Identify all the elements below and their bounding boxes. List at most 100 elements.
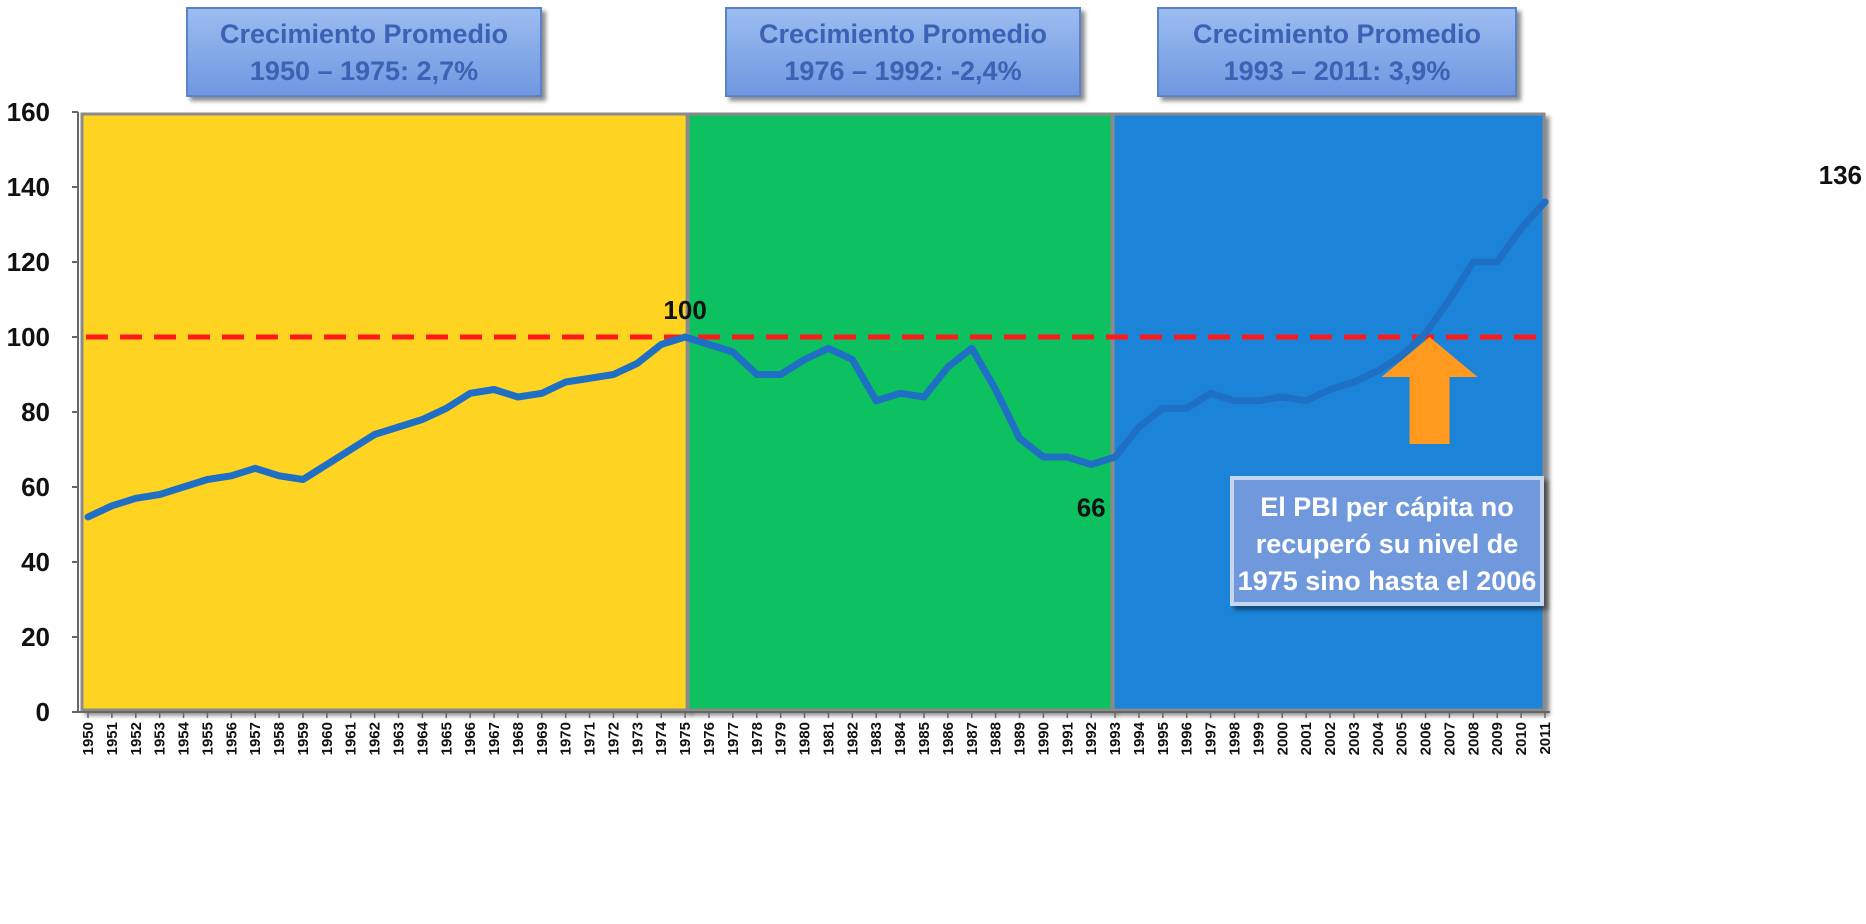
data-point <box>755 373 759 376</box>
x-tick-label: 1980 <box>797 722 814 755</box>
data-point <box>1376 369 1380 373</box>
data-point <box>134 496 138 500</box>
period-header-title: Crecimiento Promedio <box>759 19 1047 49</box>
data-point <box>110 504 114 508</box>
data-point <box>492 388 496 391</box>
data-point <box>659 343 663 346</box>
y-tick-label: 20 <box>21 622 50 652</box>
period-header-title: Crecimiento Promedio <box>1193 19 1481 49</box>
data-point <box>373 433 377 436</box>
x-tick-label: 1973 <box>629 722 646 755</box>
data-point <box>588 376 592 380</box>
data-point <box>850 358 854 361</box>
x-tick-label: 1981 <box>820 722 837 755</box>
x-tick-label: 1963 <box>391 722 408 755</box>
period-band-3 <box>1111 112 1546 712</box>
y-tick-label: 60 <box>21 472 50 502</box>
data-point <box>349 448 353 451</box>
data-point <box>301 478 305 481</box>
data-point <box>1400 354 1404 358</box>
data-point <box>564 380 568 384</box>
x-tick-label: 1962 <box>367 722 384 755</box>
data-point <box>731 350 735 354</box>
y-tick-label: 0 <box>36 697 50 727</box>
x-tick-label: 1984 <box>892 721 909 755</box>
data-point <box>325 463 329 466</box>
x-tick-label: 2003 <box>1346 722 1363 755</box>
data-point <box>874 399 878 403</box>
x-tick-label: 1959 <box>295 722 312 755</box>
period-header-box-2 <box>725 7 1081 97</box>
x-tick-label: 1991 <box>1059 722 1076 755</box>
x-tick-label: 1955 <box>199 722 216 755</box>
data-point <box>182 485 186 489</box>
data-point <box>1185 406 1189 410</box>
x-tick-label: 1960 <box>319 722 336 755</box>
data-point <box>1304 399 1308 403</box>
data-point <box>1471 260 1475 264</box>
y-tick-label: 120 <box>7 247 50 277</box>
x-tick-label: 1964 <box>414 721 431 755</box>
up-arrow-icon <box>1381 337 1478 444</box>
data-point <box>420 418 424 421</box>
x-tick-label: 1988 <box>988 722 1005 755</box>
data-point <box>468 391 472 395</box>
x-tick-label: 1994 <box>1131 721 1148 755</box>
data-point <box>540 391 544 395</box>
x-tick-label: 1989 <box>1012 722 1029 755</box>
period-header-box-1 <box>186 7 542 97</box>
data-point <box>1018 436 1022 440</box>
x-tick-label: 1952 <box>128 722 145 755</box>
data-point <box>826 346 830 350</box>
x-tick-label: 1982 <box>844 722 861 755</box>
data-point <box>1161 406 1165 410</box>
data-point <box>922 395 926 399</box>
data-point <box>1352 380 1356 384</box>
data-point <box>86 515 90 519</box>
x-tick-label: 1999 <box>1250 722 1267 755</box>
x-tick-label: 2004 <box>1370 721 1387 755</box>
x-tick-label: 1976 <box>701 722 718 755</box>
period-header-box-3 <box>1157 7 1517 97</box>
data-point <box>1209 391 1213 395</box>
x-tick-label: 2011 <box>1537 722 1554 755</box>
x-tick-label: 1996 <box>1179 722 1196 755</box>
annotation-text-line: recuperó su nivel de <box>1256 529 1519 559</box>
data-point <box>1424 331 1428 335</box>
x-tick-label: 2000 <box>1274 722 1291 755</box>
x-tick-label: 1967 <box>486 722 503 755</box>
x-tick-label: 1972 <box>605 722 622 755</box>
data-point <box>444 406 448 410</box>
y-tick-label: 160 <box>7 97 50 127</box>
x-tick-label: 2009 <box>1489 722 1506 755</box>
x-tick-label: 2008 <box>1465 722 1482 755</box>
data-point <box>707 343 711 346</box>
data-point <box>1447 298 1451 301</box>
x-tick-label: 1958 <box>271 722 288 755</box>
x-tick-label: 1950 <box>80 722 97 755</box>
x-tick-label: 1974 <box>653 721 670 755</box>
x-tick-label: 1990 <box>1035 722 1052 755</box>
x-tick-label: 2010 <box>1513 722 1530 755</box>
data-label: 66 <box>1077 493 1106 523</box>
x-tick-label: 1961 <box>343 722 360 755</box>
x-tick-label: 1966 <box>462 722 479 755</box>
data-point <box>1519 226 1523 230</box>
data-point <box>946 365 950 369</box>
x-tick-label: 1983 <box>868 722 885 755</box>
data-point <box>803 358 807 361</box>
period-header-rate: 1950 – 1975: 2,7% <box>250 56 478 86</box>
data-point <box>1256 399 1260 403</box>
data-point <box>1232 399 1236 403</box>
data-point <box>158 493 162 496</box>
x-tick-label: 1951 <box>104 722 121 755</box>
data-point <box>898 391 902 395</box>
x-tick-label: 1975 <box>677 722 694 755</box>
period-band-1 <box>80 112 689 712</box>
x-tick-label: 1971 <box>582 722 599 755</box>
data-point <box>994 388 998 391</box>
x-tick-label: 1954 <box>176 721 193 755</box>
series-line <box>84 198 1549 521</box>
x-tick-label: 1970 <box>558 722 575 755</box>
